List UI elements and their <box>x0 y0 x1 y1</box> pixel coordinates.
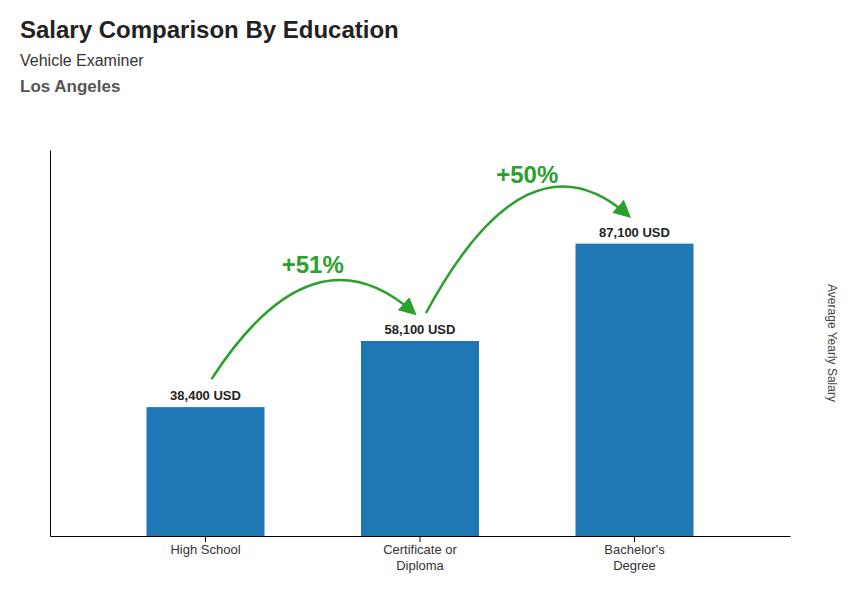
x-tick-label-line: Certificate or <box>383 542 457 557</box>
change-arrow <box>212 280 414 379</box>
chart-svg: Salary Comparison By Education Vehicle Ex… <box>0 0 850 606</box>
subtitle: Los Angeles <box>20 77 120 96</box>
subtitle: Vehicle Examiner <box>20 52 144 69</box>
x-tick-mark <box>420 536 421 542</box>
x-tick-mark <box>634 536 635 542</box>
bar <box>576 244 694 536</box>
bar <box>361 341 479 536</box>
x-tick-mark <box>205 536 206 542</box>
x-tick-label-line: Degree <box>613 558 656 573</box>
change-label: +51% <box>282 251 344 278</box>
data-label: 58,100 USD <box>385 322 456 337</box>
chart-container: Salary Comparison By Education Vehicle Ex… <box>0 0 850 606</box>
x-tick-label-line: High School <box>170 542 240 557</box>
title: Salary Comparison By Education <box>20 16 399 43</box>
x-tick: Certificate orDiploma <box>383 536 457 573</box>
y-axis-title: Average Yearly Salary <box>825 284 839 402</box>
data-label: 87,100 USD <box>599 225 670 240</box>
bar <box>147 407 265 536</box>
annotations: +51% +50% <box>212 161 629 379</box>
x-tick: High School <box>170 536 240 557</box>
y-axis <box>50 151 51 537</box>
change-label: +50% <box>496 161 558 188</box>
y-axis-line <box>50 151 51 537</box>
x-tick: Bachelor'sDegree <box>604 536 665 573</box>
x-tick-label: Bachelor'sDegree <box>604 542 665 573</box>
x-tick-label: Certificate orDiploma <box>383 542 457 573</box>
change-arrow <box>426 186 628 313</box>
x-tick-label-line: Bachelor's <box>604 542 665 557</box>
x-tick-label: High School <box>170 542 240 557</box>
data-labels: 38,400 USD 58,100 USD 87,100 USD <box>170 225 670 403</box>
x-axis: High School Certificate orDiploma Bachelor… <box>51 536 791 573</box>
x-tick-label-line: Diploma <box>396 558 444 573</box>
data-label: 38,400 USD <box>170 388 241 403</box>
plot-area <box>147 244 694 536</box>
